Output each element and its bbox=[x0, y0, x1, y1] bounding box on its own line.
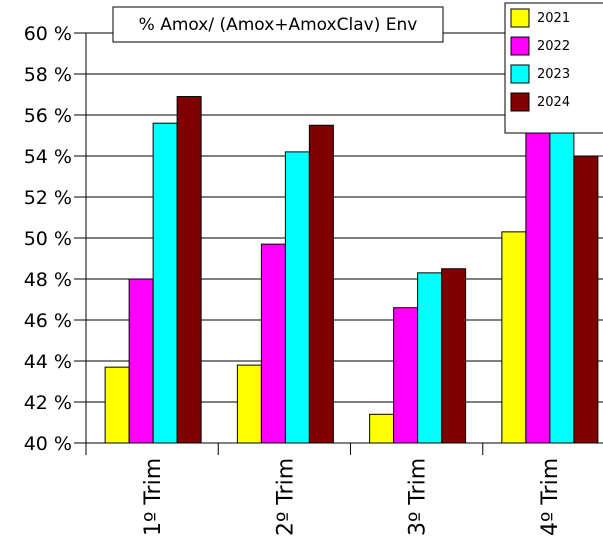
bar bbox=[236, 364, 262, 444]
y-tick-label: 46 % bbox=[24, 310, 72, 332]
bar bbox=[176, 96, 202, 444]
legend-label: 2021 bbox=[537, 11, 570, 26]
bar bbox=[525, 122, 551, 444]
x-tick-label: 2º Trim bbox=[273, 458, 298, 536]
y-tick-label: 44 % bbox=[24, 351, 72, 373]
bar bbox=[417, 272, 443, 444]
bar bbox=[501, 231, 527, 444]
x-tick-label: 1º Trim bbox=[141, 458, 166, 536]
bar bbox=[308, 124, 334, 444]
chart-title-box: % Amox/ (Amox+AmoxClav) Env bbox=[112, 6, 444, 43]
bar bbox=[549, 122, 575, 444]
y-tick-label: 42 % bbox=[24, 392, 72, 414]
x-tick-label: 4º Trim bbox=[538, 458, 563, 536]
x-tick-labels: 1º Trim 2º Trim 3º Trim 4º Trim bbox=[85, 443, 563, 536]
legend-swatch bbox=[510, 8, 530, 28]
bar bbox=[284, 151, 310, 444]
bar bbox=[104, 366, 130, 444]
y-tick-label: 54 % bbox=[24, 146, 72, 168]
legend-swatch bbox=[510, 92, 530, 112]
legend-label: 2024 bbox=[537, 95, 570, 110]
legend-label: 2022 bbox=[537, 39, 570, 54]
legend: 2021 2022 2023 2024 bbox=[504, 2, 603, 134]
bar bbox=[260, 243, 286, 444]
bar bbox=[393, 307, 419, 444]
bar bbox=[573, 155, 599, 444]
bar bbox=[441, 268, 467, 444]
x-tick-label: 3º Trim bbox=[406, 458, 431, 536]
legend-label: 2023 bbox=[537, 67, 570, 82]
bar bbox=[152, 122, 178, 444]
y-tick-label: 58 % bbox=[24, 64, 72, 86]
bar bbox=[128, 278, 154, 444]
y-tick-label: 50 % bbox=[24, 228, 72, 250]
legend-swatch bbox=[510, 64, 530, 84]
y-tick-label: 60 % bbox=[24, 23, 72, 45]
bar bbox=[369, 413, 395, 444]
y-tick-label: 48 % bbox=[24, 269, 72, 291]
y-tick-labels: 40 % 42 % 44 % 46 % 48 % 50 % 52 % 54 % 56 % 58 %… bbox=[24, 23, 86, 455]
chart-title: % Amox/ (Amox+AmoxClav) Env bbox=[139, 15, 418, 35]
y-tick-label: 52 % bbox=[24, 187, 72, 209]
y-tick-label: 40 % bbox=[24, 433, 72, 455]
legend-swatch bbox=[510, 36, 530, 56]
y-tick-label: 56 % bbox=[24, 105, 72, 127]
